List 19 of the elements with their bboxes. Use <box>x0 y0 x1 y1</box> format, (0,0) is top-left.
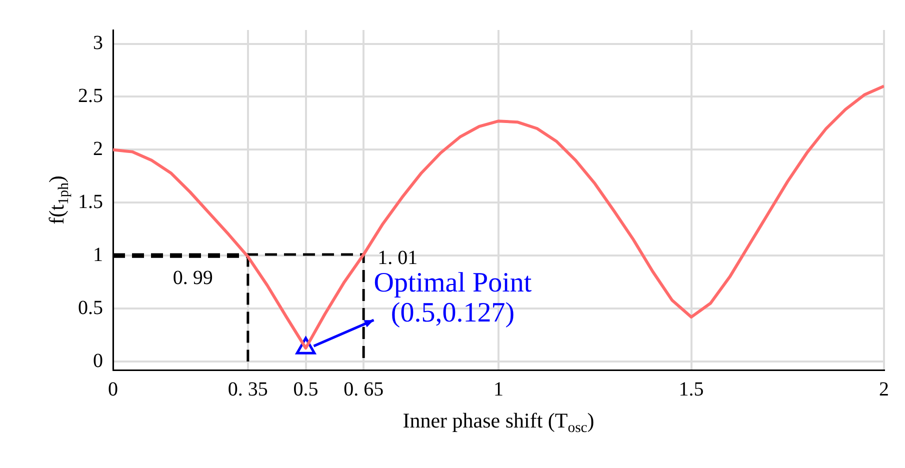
y-tick-label: 1.5 <box>78 190 103 213</box>
x-tick-label: 0. 35 <box>228 378 268 400</box>
x-tick-label: 0. 65 <box>344 378 384 400</box>
y-tick-label: 2 <box>93 138 103 160</box>
y-tick-label: 0 <box>93 350 103 372</box>
x-tick-label: 0 <box>108 378 118 400</box>
x-tick-label: 0.5 <box>293 378 318 400</box>
annotation: Optimal Point <box>374 267 532 298</box>
y-tick-label: 1 <box>93 244 103 266</box>
annotation: 1. 01 <box>378 246 418 269</box>
x-tick-label: 2 <box>879 378 889 400</box>
y-tick-label: 0.5 <box>78 296 103 319</box>
annotation: (0.5,0.127) <box>390 297 515 328</box>
x-tick-label: 1 <box>494 378 504 400</box>
annotation: 0. 99 <box>172 266 213 289</box>
y-tick-label: 2.5 <box>78 84 103 107</box>
y-axis-title: f(t1ph) <box>44 176 72 224</box>
x-tick-label: 1.5 <box>678 378 704 400</box>
y-tick-label: 3 <box>93 32 103 54</box>
